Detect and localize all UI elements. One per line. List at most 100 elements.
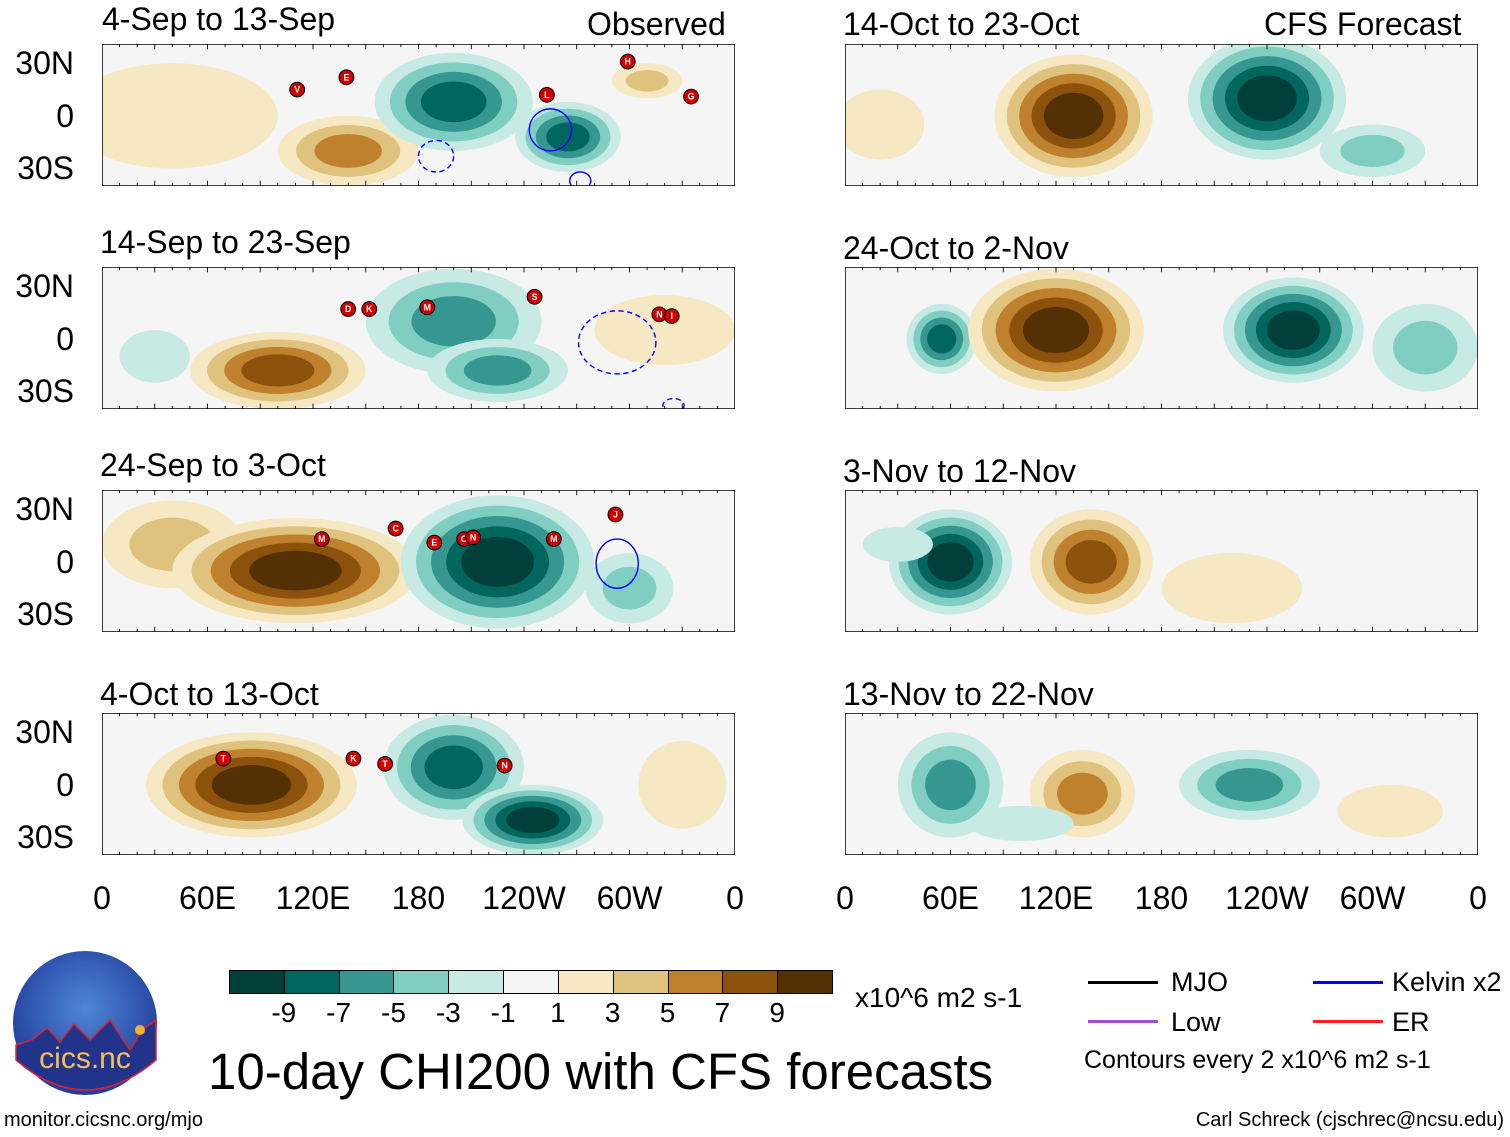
colorbar-label: -5	[381, 997, 406, 1028]
lon-label: 60E	[179, 880, 236, 916]
storm-letter: M	[318, 534, 325, 544]
colorbar-swatch	[283, 970, 340, 994]
storm-letter: T	[382, 759, 388, 769]
storm-letter: M	[424, 302, 431, 312]
colorbar-label: 1	[550, 997, 566, 1028]
colorbar-label: 7	[714, 997, 731, 1028]
anomaly-contour	[625, 70, 669, 92]
panel-title: 4-Oct to 13-Oct	[100, 676, 319, 712]
lon-label: 120E	[1018, 880, 1094, 916]
panel-title: 13-Nov to 22-Nov	[843, 676, 1094, 712]
panel-title: 24-Oct to 2-Nov	[843, 230, 1069, 266]
tropical-cyclone-marker: T	[377, 755, 394, 772]
legend-line-low	[1088, 1020, 1158, 1023]
lat-label: 30S	[17, 150, 74, 186]
figure-title: 10-day CHI200 with CFS forecasts	[208, 1043, 994, 1100]
storm-letter: E	[431, 538, 437, 548]
map-svg	[845, 44, 1478, 186]
kelvin-contour	[528, 108, 573, 152]
tropical-cyclone-marker: D	[340, 301, 357, 317]
anomaly-contour	[1340, 134, 1405, 167]
lon-label: 0	[836, 880, 854, 916]
anomaly-contour	[602, 566, 657, 610]
tropical-cyclone-marker: V	[289, 81, 306, 98]
map-svg: T KT N	[102, 713, 735, 855]
colorbar-swatch	[229, 970, 285, 994]
anomaly-contour	[638, 741, 727, 829]
storm-letter: L	[544, 90, 550, 100]
colorbar-swatch	[503, 970, 559, 994]
tropical-cyclone-marker: C	[387, 520, 404, 537]
lat-label: 0	[56, 97, 74, 134]
legend-label: Kelvin x2	[1392, 967, 1502, 997]
storm-letter: E	[343, 72, 349, 82]
anomaly-contour	[102, 63, 278, 169]
panel-title: 4-Sep to 13-Sep	[102, 1, 336, 37]
legend-line-kelvin	[1313, 981, 1383, 984]
panel-title: 3-Nov to 12-Nov	[843, 453, 1076, 489]
storm-letter: M	[550, 534, 557, 544]
lon-label: 180	[391, 880, 446, 916]
forecast-label: CFS Forecast	[1264, 6, 1462, 42]
lat-label: 0	[56, 320, 74, 357]
anomaly-contour	[461, 536, 534, 587]
storm-letter: T	[221, 754, 227, 764]
lat-label: 30N	[15, 714, 74, 750]
kelvin-contour	[662, 397, 685, 409]
lat-label: 30N	[15, 268, 74, 304]
lon-label: 0	[726, 880, 744, 916]
legend-line-er	[1313, 1020, 1383, 1023]
storm-letter: J	[613, 510, 618, 520]
anomaly-contour	[420, 81, 487, 123]
lon-label: 120W	[482, 880, 566, 916]
contour-note: Contours every 2 x10^6 m2 s-1	[1084, 1046, 1431, 1074]
anomaly-contour	[1161, 553, 1303, 624]
kelvin-contour	[569, 171, 592, 186]
storm-letter: K	[350, 754, 357, 764]
anomaly-contour	[546, 122, 590, 152]
anomaly-contour	[845, 89, 925, 160]
anomaly-contour	[1057, 772, 1108, 815]
cics-logo: cics.nc	[12, 950, 158, 1096]
lat-label: 30S	[17, 373, 74, 409]
colorbar-label: -1	[490, 997, 516, 1028]
legend-label: Low	[1171, 1007, 1221, 1037]
tropical-cyclone-marker: H	[619, 53, 636, 70]
map-svg	[845, 267, 1478, 409]
tropical-cyclone-marker: K	[345, 750, 362, 767]
credit: Carl Schreck (cjschrec@ncsu.edu)	[1195, 1109, 1504, 1131]
legend-label: MJO	[1171, 967, 1228, 997]
lat-label: 30N	[15, 45, 74, 81]
storm-letter: S	[532, 292, 538, 302]
colorbar-label: -9	[271, 997, 297, 1028]
tropical-cyclone-marker: J	[607, 506, 624, 523]
map-panel	[845, 267, 1478, 409]
kelvin-contour	[577, 310, 657, 375]
tropical-cyclone-marker: E	[338, 69, 355, 86]
map-panel	[845, 44, 1478, 186]
source-url[interactable]: monitor.cicsnc.org/mjo	[4, 1109, 203, 1131]
observed-label: Observed	[587, 6, 726, 42]
storm-letter: C	[392, 524, 399, 534]
lon-label: 120E	[275, 880, 351, 916]
legend-line-mjo	[1088, 981, 1158, 984]
colorbar-swatch	[338, 970, 395, 994]
storm-letter: N	[501, 761, 507, 771]
lat-label: 30S	[17, 819, 74, 855]
colorbar-label: 3	[604, 997, 621, 1028]
tropical-cyclone-marker: I	[663, 308, 680, 324]
anomaly-contour	[1022, 307, 1090, 354]
anomaly-contour	[1043, 92, 1104, 139]
anomaly-contour	[506, 806, 560, 834]
colorbar-label: 5	[659, 997, 676, 1028]
anomaly-contour	[968, 805, 1074, 841]
lat-label: 30N	[15, 491, 74, 527]
legend-label: ER	[1392, 1007, 1430, 1037]
colorbar-swatch	[722, 970, 779, 994]
lon-label: 180	[1134, 880, 1189, 916]
anomaly-contour	[463, 355, 532, 386]
storm-letter: V	[294, 85, 300, 95]
